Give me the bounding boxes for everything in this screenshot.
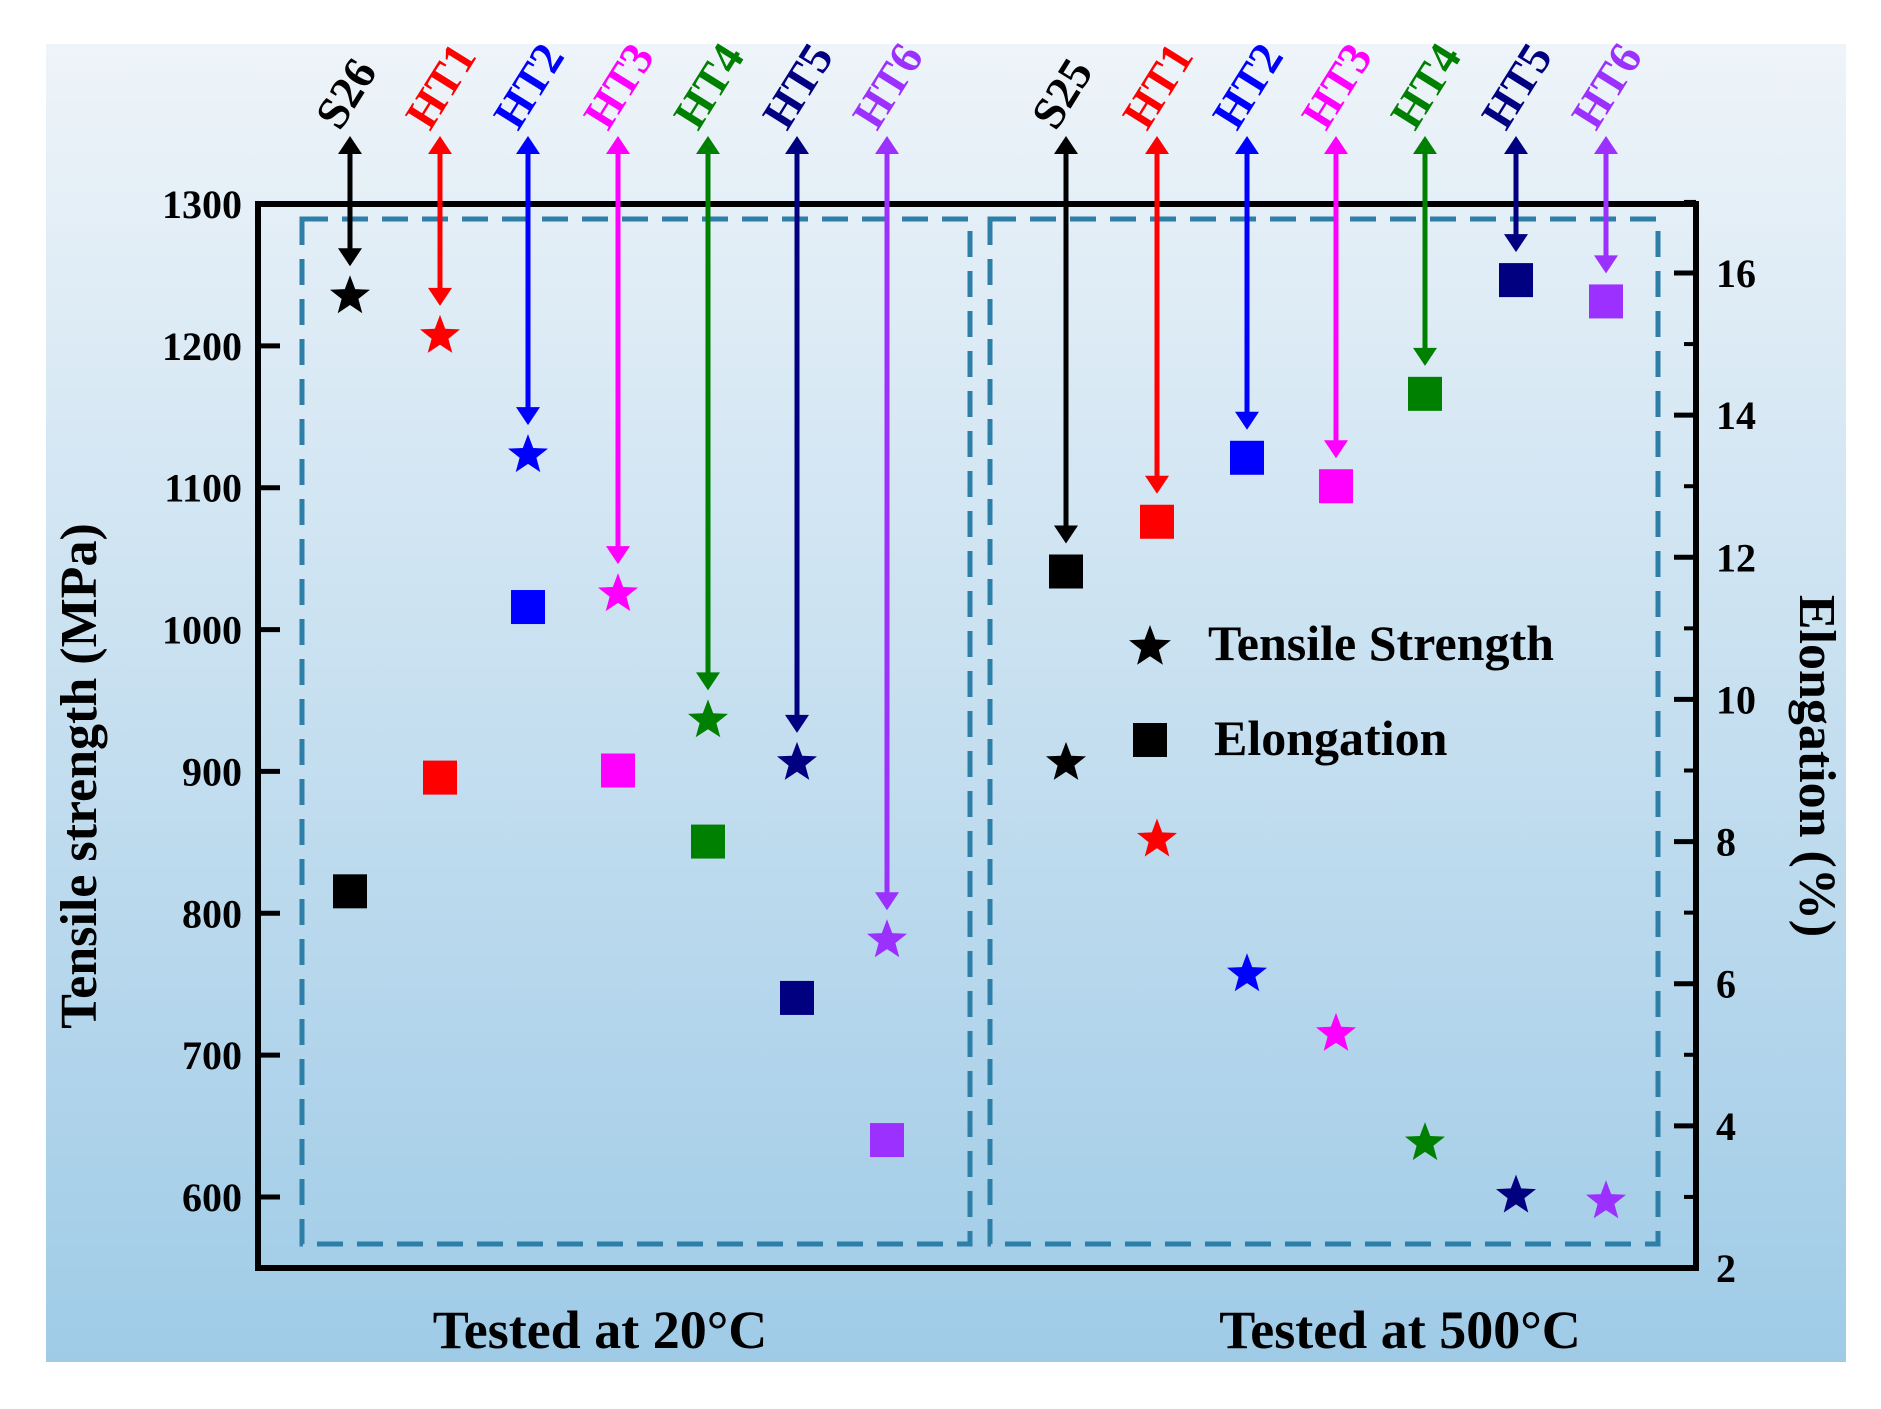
y2-tick-label: 10 <box>1716 677 1756 722</box>
y-axis-title: Tensile strength (MPa) <box>51 523 108 1029</box>
y2-tick-label: 6 <box>1716 962 1736 1007</box>
y-tick-label: 1000 <box>162 608 242 653</box>
y2-tick-label: 14 <box>1716 393 1756 438</box>
pointer-arrow-head-down <box>338 248 362 267</box>
pointer-arrow-head-down <box>1054 525 1078 544</box>
elongation-point <box>1499 263 1533 298</box>
pointer-arrow-head-up <box>1235 136 1259 154</box>
pointer-arrow-head-up <box>516 136 540 154</box>
y2-tick-label: 8 <box>1716 820 1736 865</box>
y-tick-label: 600 <box>182 1175 242 1220</box>
pointer-arrow-head-down <box>1235 411 1259 430</box>
y-tick-label: 1200 <box>162 324 242 369</box>
elongation-point <box>511 590 545 625</box>
y-tick-label: 700 <box>182 1033 242 1078</box>
tensile-strength-point <box>1137 818 1177 857</box>
tensile-strength-point <box>1586 1180 1626 1219</box>
pointer-arrow-head-up <box>1054 136 1078 154</box>
tensile-strength-point <box>1496 1174 1536 1213</box>
elongation-point <box>691 824 725 859</box>
elongation-point <box>1319 469 1353 504</box>
y-tick-label: 900 <box>182 749 242 794</box>
y-tick-label: 1100 <box>164 466 242 511</box>
group-label-1: Tested at 500°C <box>1219 1300 1581 1360</box>
y-tick-label: 800 <box>182 891 242 936</box>
elongation-point <box>423 760 457 795</box>
y2-axis-title: Elongation (%) <box>1788 595 1845 937</box>
tensile-strength-point <box>688 699 728 738</box>
pointer-arrow-head-down <box>1594 255 1618 274</box>
group-frame-20c <box>299 216 973 1247</box>
elongation-point <box>333 874 367 909</box>
elongation-point <box>601 753 635 788</box>
tensile-strength-point <box>420 314 460 353</box>
pointer-arrow-head-up <box>1594 136 1618 154</box>
group-frame-500c <box>987 216 1661 1247</box>
elongation-point <box>1140 504 1174 539</box>
y2-tick-label: 16 <box>1716 251 1756 296</box>
elongation-point <box>1408 376 1442 411</box>
pointer-arrow-head-down <box>1324 440 1348 459</box>
pointer-arrow-head-up <box>606 136 630 154</box>
legend-label-elongation: Elongation <box>1214 710 1448 766</box>
pointer-arrow-head-up <box>696 136 720 154</box>
pointer-arrow-head-up <box>338 136 362 154</box>
tensile-strength-point <box>867 919 907 958</box>
tensile-strength-point <box>330 275 370 314</box>
pointer-arrow-head-up <box>1145 136 1169 154</box>
pointer-arrow-head-up <box>785 136 809 154</box>
legend-star-icon <box>1129 625 1171 665</box>
elongation-point <box>1589 284 1623 319</box>
tensile-strength-point <box>1227 953 1267 992</box>
elongation-point <box>780 980 814 1015</box>
tensile-strength-point <box>508 434 548 473</box>
tensile-strength-point <box>1046 741 1086 780</box>
pointer-arrow-head-down <box>606 546 630 565</box>
pointer-arrow-head-up <box>1413 136 1437 154</box>
pointer-arrow-head-up <box>875 136 899 154</box>
tensile-strength-point <box>598 573 638 612</box>
tensile-strength-point <box>1316 1012 1356 1051</box>
pointer-arrow-head-down <box>1504 234 1528 253</box>
pointer-arrow-head-down <box>1413 347 1437 366</box>
figure-background <box>46 44 1846 1362</box>
pointer-arrow-head-down <box>1145 475 1169 494</box>
pointer-arrow-head-down <box>516 407 540 426</box>
pointer-arrow-head-up <box>428 136 452 154</box>
plot-frame <box>255 201 1699 1271</box>
pointer-arrow-head-down <box>696 672 720 691</box>
pointer-arrow-head-down <box>785 714 809 733</box>
tensile-strength-point <box>777 741 817 780</box>
elongation-point <box>870 1123 904 1158</box>
pointer-arrow-head-down <box>875 892 899 911</box>
pointer-arrow-head-up <box>1324 136 1348 154</box>
y-tick-label: 1300 <box>162 182 242 227</box>
legend-label-tensile: Tensile Strength <box>1208 615 1554 671</box>
pointer-arrow-head-down <box>428 287 452 306</box>
tensile-strength-point <box>1405 1122 1445 1161</box>
elongation-point <box>1049 554 1083 589</box>
y2-tick-label: 12 <box>1716 535 1756 580</box>
y2-tick-label: 4 <box>1716 1104 1736 1149</box>
elongation-point <box>1230 440 1264 475</box>
pointer-arrow-head-up <box>1504 136 1528 154</box>
group-label-0: Tested at 20°C <box>433 1300 768 1360</box>
legend-square-icon <box>1133 723 1167 757</box>
y2-tick-label: 2 <box>1716 1246 1736 1291</box>
